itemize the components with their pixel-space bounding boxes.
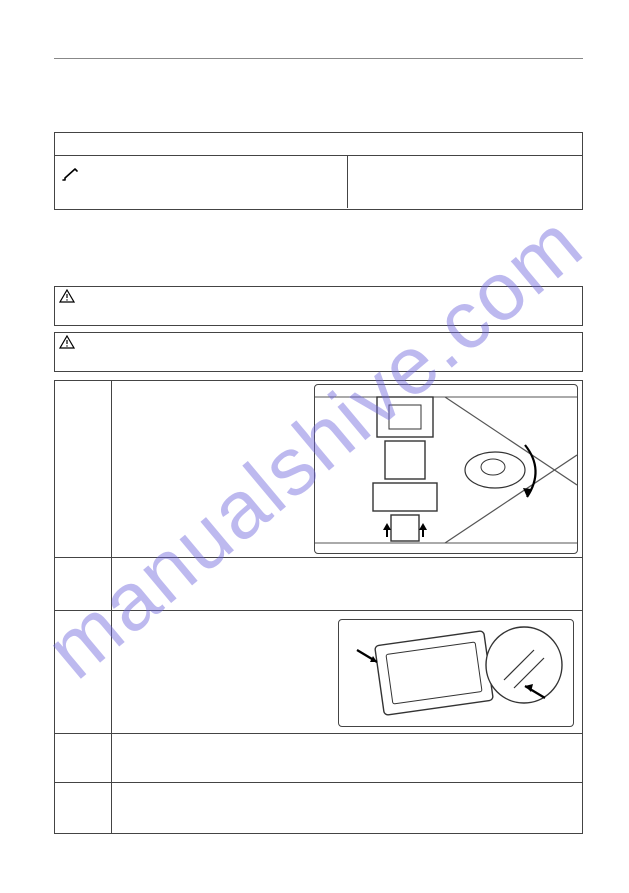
header-rule	[54, 58, 583, 59]
warning-triangle-icon	[59, 289, 75, 303]
table-accessory	[54, 132, 583, 210]
step-number-cell	[55, 381, 112, 557]
step-number-cell	[55, 611, 112, 733]
step-desc-cell	[112, 558, 582, 610]
table-row	[55, 783, 582, 833]
table-row	[55, 611, 582, 734]
figure-panel-removal	[338, 619, 574, 727]
table-row	[55, 558, 582, 611]
figure-hinge-mechanism	[314, 384, 578, 554]
step-desc-cell	[112, 734, 582, 782]
step-desc-cell	[112, 783, 582, 833]
table-accessory-body	[55, 156, 582, 208]
warning-box-2	[54, 332, 583, 372]
warning-box-1	[54, 286, 583, 326]
table-accessory-header	[55, 133, 582, 156]
step-number-cell	[55, 783, 112, 833]
step-number-cell	[55, 558, 112, 610]
warning-triangle-icon	[59, 335, 75, 349]
table-row	[55, 734, 582, 783]
hinge-illustration	[315, 385, 577, 553]
table-accessory-cell-desc	[348, 156, 582, 208]
step-number-cell	[55, 734, 112, 782]
lever-icon	[61, 162, 87, 182]
table-accessory-cell-icon	[55, 156, 348, 208]
step-desc-cell	[112, 611, 582, 733]
panel-removal-illustration	[339, 620, 573, 726]
